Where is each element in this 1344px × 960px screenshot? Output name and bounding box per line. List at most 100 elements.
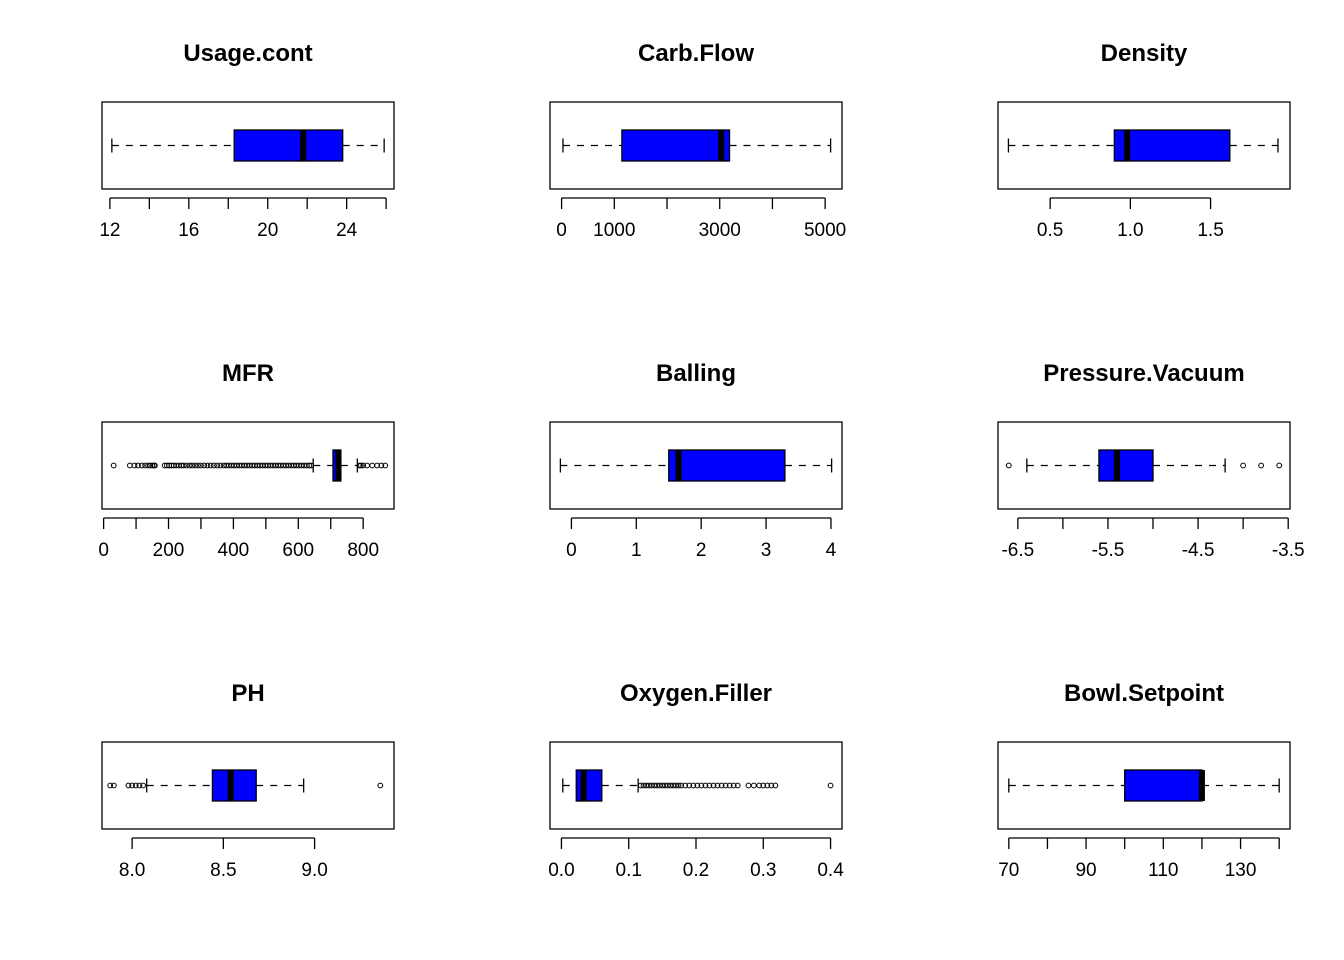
outlier-point xyxy=(686,782,693,789)
plot-frame xyxy=(997,101,1291,190)
outlier-point xyxy=(374,462,381,469)
outlier-point xyxy=(1276,462,1283,469)
outlier-point xyxy=(110,782,117,789)
iqr-box xyxy=(1113,129,1231,162)
outlier-point xyxy=(672,782,679,789)
x-tick-label: 16 xyxy=(178,220,199,241)
outlier-point xyxy=(756,782,763,789)
plot-frame xyxy=(101,741,395,830)
outlier-point xyxy=(646,782,652,789)
outlier-point xyxy=(714,782,721,789)
outlier-point xyxy=(180,462,187,469)
x-tick-label: -3.5 xyxy=(1272,540,1305,561)
x-tick-label: 3000 xyxy=(699,220,741,241)
x-tick-label: 12 xyxy=(99,220,120,241)
outlier-point xyxy=(682,782,689,789)
boxplot-panel: Pressure.Vacuum -6.5 -5.5 -4.5 -3.5 xyxy=(997,360,1305,561)
outlier-point xyxy=(382,462,389,469)
plot-title: PH xyxy=(231,680,264,707)
boxplot-panel: MFR 0 200 400 600 800 xyxy=(98,360,395,561)
outlier-point xyxy=(207,462,214,469)
plot-title: Pressure.Vacuum xyxy=(1043,360,1244,387)
outlier-point xyxy=(189,462,196,469)
outlier-point xyxy=(204,462,211,469)
outlier-point xyxy=(637,782,644,789)
x-tick-label: 0 xyxy=(98,540,109,561)
outlier-point xyxy=(722,782,729,789)
iqr-box xyxy=(575,769,603,802)
outlier-point xyxy=(698,782,705,789)
outlier-point xyxy=(132,782,139,789)
outlier-point xyxy=(827,782,834,789)
x-tick-label: 1.5 xyxy=(1197,220,1223,241)
outlier-point xyxy=(1005,462,1012,469)
iqr-box xyxy=(233,129,344,162)
x-tick-label: 4 xyxy=(826,540,837,561)
x-tick-label: 90 xyxy=(1075,860,1096,881)
outlier-point xyxy=(131,462,138,469)
outlier-point xyxy=(1240,462,1247,469)
outlier-point xyxy=(726,782,733,789)
outlier-point xyxy=(745,782,752,789)
outlier-point xyxy=(129,782,136,789)
outlier-point xyxy=(360,462,367,469)
boxplot-panel: Bowl.Setpoint 70 90 110 130 xyxy=(997,680,1291,881)
x-tick-label: 70 xyxy=(998,860,1019,881)
x-tick-label: 20 xyxy=(257,220,278,241)
outlier-point xyxy=(107,782,114,789)
outlier-point xyxy=(651,782,658,789)
outlier-point xyxy=(667,782,674,789)
boxplot-panel: Oxygen.Filler 0.0 0.1 0.2 0.3 0.4 xyxy=(548,680,844,881)
plot-title: Oxygen.Filler xyxy=(620,680,772,707)
plot-title: Bowl.Setpoint xyxy=(1064,680,1224,707)
x-tick-label: -5.5 xyxy=(1092,540,1125,561)
outlier-point xyxy=(195,462,201,469)
iqr-box xyxy=(211,769,257,802)
plot-frame xyxy=(997,421,1291,510)
x-tick-label: 200 xyxy=(153,540,185,561)
outlier-point xyxy=(654,782,660,789)
outlier-point xyxy=(664,782,671,789)
x-tick-label: 24 xyxy=(336,220,358,241)
outlier-point xyxy=(675,782,682,789)
iqr-box xyxy=(668,449,786,482)
plot-title: Density xyxy=(1101,40,1188,67)
x-tick-label: 0.4 xyxy=(817,860,844,881)
outlier-point xyxy=(710,782,717,789)
boxplot-panel: Density 0.5 1.0 1.5 xyxy=(997,40,1291,241)
outlier-point xyxy=(214,462,221,469)
outlier-point xyxy=(140,782,146,789)
outlier-point xyxy=(659,782,666,789)
x-tick-label: 0 xyxy=(566,540,577,561)
outlier-point xyxy=(369,462,376,469)
x-tick-label: 1.0 xyxy=(1117,220,1143,241)
plot-frame xyxy=(549,101,843,190)
outlier-point xyxy=(135,462,141,469)
outlier-point xyxy=(678,782,685,789)
boxplot-panel: Carb.Flow 0 1000 3000 5000 xyxy=(549,40,846,241)
x-tick-label: -4.5 xyxy=(1182,540,1215,561)
x-tick-label: 110 xyxy=(1148,860,1178,881)
x-tick-label: 2 xyxy=(696,540,707,561)
outlier-point xyxy=(306,462,313,469)
outlier-point xyxy=(125,782,132,789)
outlier-point xyxy=(198,462,204,469)
outlier-point xyxy=(358,462,364,469)
x-tick-label: 5000 xyxy=(804,220,846,241)
outlier-point xyxy=(768,782,775,789)
outlier-point xyxy=(764,782,771,789)
outlier-point xyxy=(694,782,701,789)
plot-title: Balling xyxy=(656,360,736,387)
x-tick-label: 0.1 xyxy=(616,860,642,881)
outlier-point xyxy=(760,782,767,789)
outlier-point xyxy=(139,462,145,469)
outlier-point xyxy=(706,782,713,789)
x-tick-label: 0 xyxy=(556,220,567,241)
plot-title: Carb.Flow xyxy=(638,40,754,67)
outlier-point xyxy=(690,782,697,789)
boxplot-panel: Balling 0 1 2 3 4 xyxy=(549,360,843,561)
plot-frame xyxy=(101,421,395,510)
outlier-point xyxy=(377,782,384,789)
outlier-point xyxy=(640,782,647,789)
